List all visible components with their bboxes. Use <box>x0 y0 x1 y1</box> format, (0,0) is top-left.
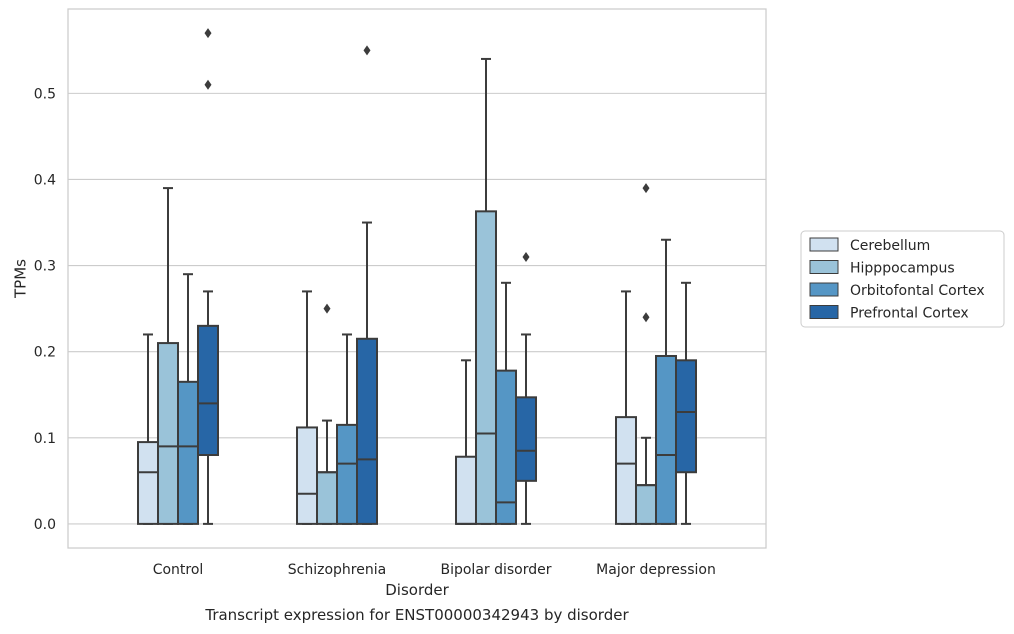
y-tick-label: 0.0 <box>34 517 56 533</box>
y-tick-label: 0.5 <box>34 86 56 102</box>
box-prefrontal-cortex <box>197 28 219 525</box>
y-tick-label: 0.2 <box>34 345 56 361</box>
box-prefrontal-cortex <box>515 251 537 525</box>
box-body <box>356 337 378 525</box>
legend: Cerebellum Hipppocampus Orbitofontal Corte… <box>800 230 1005 328</box>
outlier-point <box>323 303 331 314</box>
box-body <box>635 484 657 525</box>
y-axis-label: TPMs <box>11 259 29 299</box>
x-tick-label: Schizophrenia <box>288 562 386 578</box>
outlier-point <box>642 183 650 194</box>
y-tick-label: 0.3 <box>34 259 56 275</box>
box-body <box>316 471 338 525</box>
box-hipppocampus <box>475 57 497 525</box>
box-orbitofontal-cortex <box>336 333 358 525</box>
x-tick-labels: Control Schizophrenia Bipolar disorder Majo… <box>153 562 716 578</box>
box-orbitofontal-cortex <box>655 238 677 525</box>
y-tick-label: 0.4 <box>34 172 56 188</box>
box-cerebellum <box>296 290 318 525</box>
x-tick-label: Control <box>153 562 204 578</box>
boxes <box>137 28 697 525</box>
box-body <box>197 324 219 457</box>
box-body <box>137 441 159 525</box>
box-body <box>336 423 358 525</box>
box-body <box>455 455 477 525</box>
box-body <box>655 354 677 525</box>
box-body <box>177 380 199 525</box>
box-cerebellum <box>137 333 159 525</box>
box-hipppocampus <box>316 303 338 525</box>
legend-label: Orbitofontal Cortex <box>850 283 985 299</box>
box-body <box>675 359 697 474</box>
box-body <box>615 416 637 525</box>
legend-frame <box>800 230 1005 328</box>
box-cerebellum <box>615 290 637 525</box>
y-tick-label: 0.1 <box>34 431 56 447</box>
box-orbitofontal-cortex <box>177 273 199 525</box>
box-hipppocampus <box>157 187 179 525</box>
outlier-point <box>642 312 650 323</box>
outlier-point <box>204 28 212 39</box>
box-cerebellum <box>455 359 477 525</box>
box-body <box>515 396 537 482</box>
legend-label: Prefrontal Cortex <box>850 306 969 322</box>
outlier-point <box>522 251 530 262</box>
legend-swatch <box>809 305 839 319</box>
legend-label: Cerebellum <box>850 238 930 254</box>
legend-swatch <box>809 237 839 252</box>
x-tick-label: Bipolar disorder <box>440 562 551 578</box>
x-axis-label: Disorder <box>385 581 449 599</box>
legend-swatch <box>809 282 839 297</box>
chart-caption: Transcript expression for ENST0000034294… <box>205 606 629 624</box>
box-prefrontal-cortex <box>356 45 378 525</box>
y-tick-labels: 0.0 0.1 0.2 0.3 0.4 0.5 <box>34 86 56 533</box>
plot-frame <box>67 8 767 549</box>
x-tick-label: Major depression <box>596 562 716 578</box>
box-orbitofontal-cortex <box>495 281 517 525</box>
outlier-point <box>363 45 371 56</box>
box-body <box>157 342 179 525</box>
legend-swatch <box>809 260 839 274</box>
box-hipppocampus <box>635 183 657 525</box>
legend-label: Hipppocampus <box>850 261 955 277</box>
outlier-point <box>204 79 212 90</box>
box-prefrontal-cortex <box>675 281 697 525</box>
box-body <box>475 210 497 525</box>
box-body <box>296 426 318 525</box>
box-body <box>495 369 517 525</box>
